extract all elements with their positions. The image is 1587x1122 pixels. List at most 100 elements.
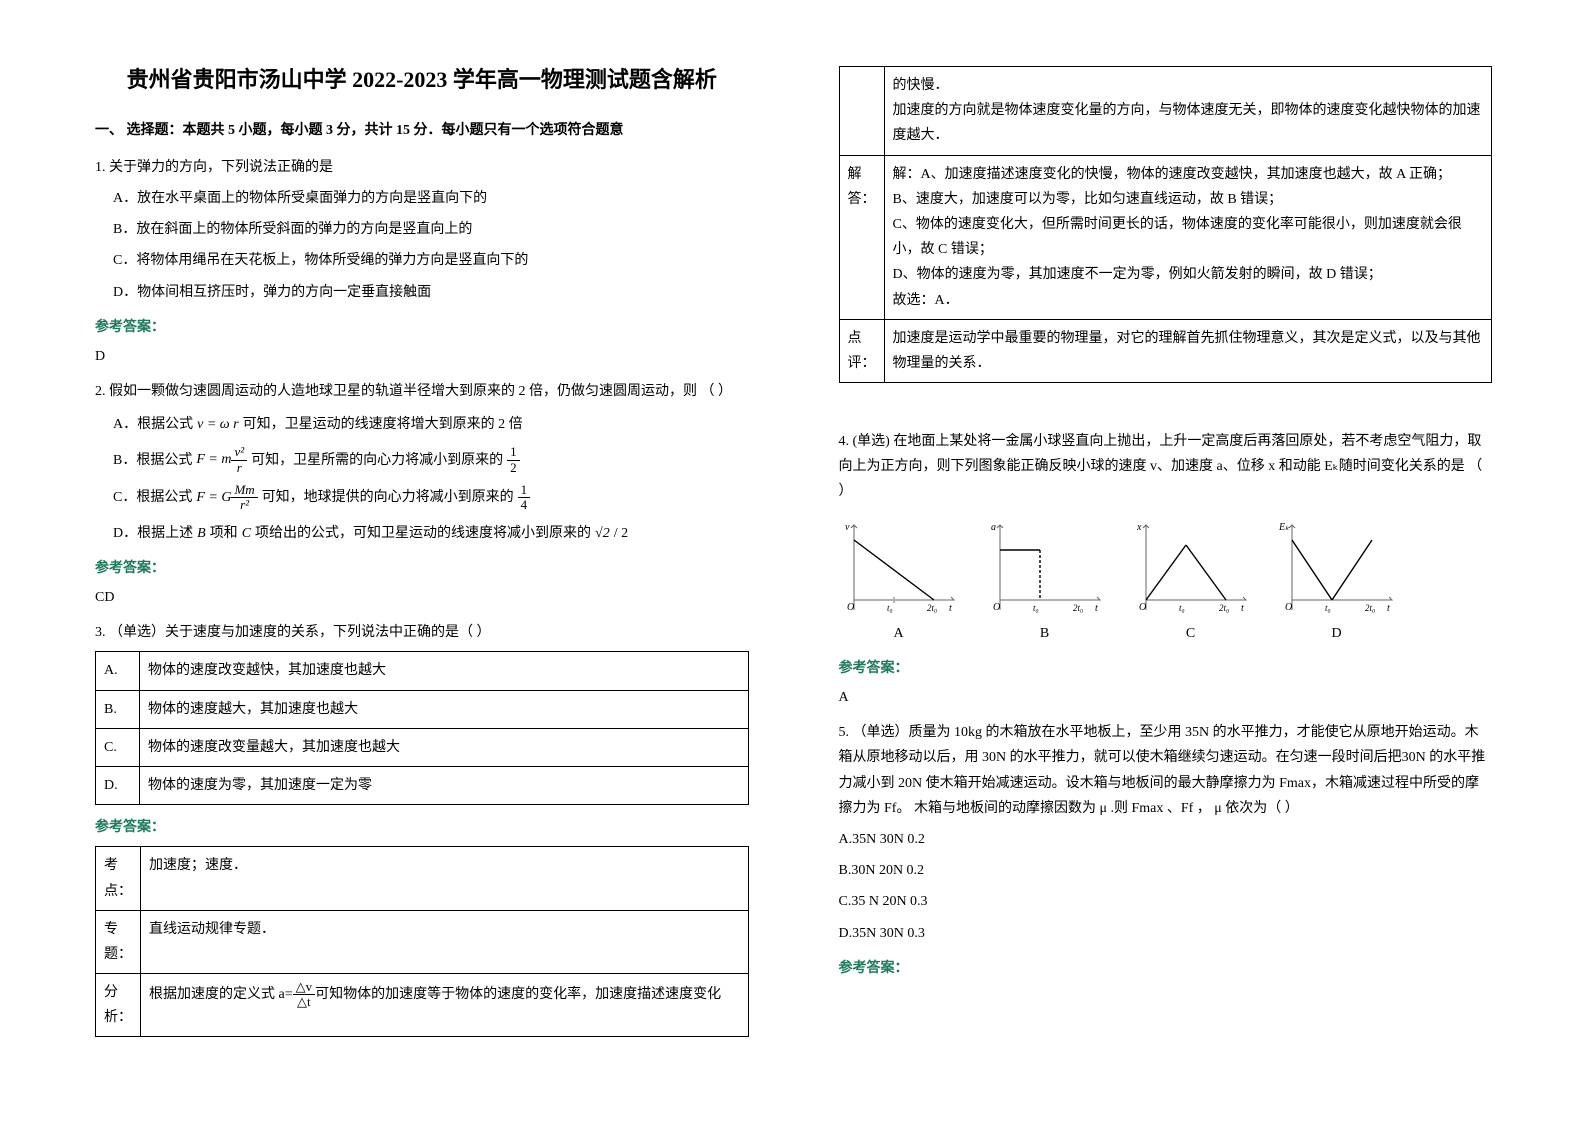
cell-text: 解：A、加速度描述速度变化的快慢，物体的速度改变越快，其加速度也越大，故 A 正…	[884, 155, 1492, 319]
cell-text: 的快慢． 加速度的方向就是物体速度变化量的方向，与物体速度无关，即物体的速度变化…	[884, 67, 1492, 156]
q3-options-table: A.物体的速度改变越快，其加速度也越大 B.物体的速度越大，其加速度也越大 C.…	[95, 651, 749, 805]
q2d-tail: / 2	[614, 521, 628, 546]
fraction-quarter: 14	[518, 483, 531, 513]
q2-opt-c: C．根据公式 F = GMmr² 可知，地球提供的向心力将减小到原来的 14	[113, 483, 749, 513]
svg-text:t: t	[949, 603, 952, 614]
section-header: 一、 选择题：本题共 5 小题，每小题 3 分，共计 15 分．每小题只有一个选…	[95, 118, 749, 143]
q2b-post: 可知，卫星所需的向心力将减小到原来的	[251, 448, 503, 473]
q1-answer-label: 参考答案：	[95, 315, 749, 340]
line: 的快慢．	[893, 73, 1484, 98]
q1-opt-a: A．放在水平桌面上的物体所受桌面弹力的方向是竖直向下的	[113, 186, 749, 211]
formula-f-mv2r: F = mv²r	[196, 445, 247, 475]
chart-v-t: v t O t₀ 2t₀	[839, 515, 959, 615]
q1-opt-c: C．将物体用绳吊在天花板上，物体所受绳的弹力方向是竖直向下的	[113, 248, 749, 273]
cell-text: 物体的速度为零，其加速度一定为零	[140, 766, 749, 804]
var-c: C	[242, 521, 251, 546]
cell-label: 解答：	[839, 155, 884, 319]
analysis-pre: 根据加速度的定义式 a=	[149, 987, 293, 1002]
q2c-pre: C．根据公式	[113, 485, 192, 510]
sqrt2: √2	[595, 521, 610, 546]
q5-opt-b: B.30N 20N 0.2	[839, 858, 1493, 883]
svg-text:t: t	[1387, 603, 1390, 614]
line: D、物体的速度为零，其加速度不一定为零，例如火箭发射的瞬间，故 D 错误；	[893, 262, 1484, 287]
table-row: 分析： 根据加速度的定义式 a=△v△t可知物体的加速度等于物体的速度的变化率，…	[96, 974, 749, 1037]
q2-stem: 2. 假如一颗做匀速圆周运动的人造地球卫星的轨道半径增大到原来的 2 倍，仍做匀…	[95, 379, 749, 404]
table-row: 专题：直线运动规律专题．	[96, 910, 749, 973]
svg-text:a: a	[991, 522, 996, 533]
q2a-post: 可知，卫星运动的线速度将增大到原来的 2 倍	[243, 412, 523, 437]
q5-stem: 5. （单选）质量为 10kg 的木箱放在水平地板上，至少用 35N 的水平推力…	[839, 720, 1493, 821]
q4-stem: 4. (单选) 在地面上某处将一金属小球竖直向上抛出，上升一定高度后再落回原处，…	[839, 429, 1493, 505]
q3-continuation-table: 的快慢． 加速度的方向就是物体速度变化量的方向，与物体速度无关，即物体的速度变化…	[839, 66, 1493, 383]
svg-text:x: x	[1136, 522, 1142, 533]
cell-text: 物体的速度改变越快，其加速度也越大	[140, 652, 749, 690]
table-row: A.物体的速度改变越快，其加速度也越大	[96, 652, 749, 690]
table-row: 点评： 加速度是运动学中最重要的物理量，对它的理解首先抓住物理意义，其次是定义式…	[839, 319, 1492, 382]
svg-text:t₀: t₀	[1325, 603, 1331, 613]
cell-text: 加速度；速度．	[141, 847, 749, 910]
svg-text:2t₀: 2t₀	[1219, 603, 1229, 613]
table-row: 考点：加速度；速度．	[96, 847, 749, 910]
fraction-half: 12	[507, 445, 520, 475]
chart-x-t: x t O t₀ 2t₀	[1131, 515, 1251, 615]
q2-opt-a: A．根据公式 v = ω r 可知，卫星运动的线速度将增大到原来的 2 倍	[113, 412, 749, 437]
chart-label: C	[1131, 621, 1251, 646]
svg-text:O: O	[1285, 602, 1292, 613]
chart-ek-t: Eₖ t O t₀ 2t₀	[1277, 515, 1397, 615]
chart-label: B	[985, 621, 1105, 646]
svg-text:2t₀: 2t₀	[927, 603, 937, 613]
q1-opt-b: B．放在斜面上的物体所受斜面的弹力的方向是竖直向上的	[113, 217, 749, 242]
svg-text:v: v	[845, 522, 850, 533]
cell-text: 根据加速度的定义式 a=△v△t可知物体的加速度等于物体的速度的变化率，加速度描…	[141, 974, 749, 1037]
cell-label: 考点：	[96, 847, 141, 910]
formula-f-gmm: F = GMmr²	[196, 483, 257, 513]
svg-text:t₀: t₀	[1179, 603, 1185, 613]
cell-label: A.	[96, 652, 140, 690]
cell-label	[839, 67, 884, 156]
q4-answer-label: 参考答案：	[839, 656, 1493, 681]
line: C、物体的速度变化大，但所需时间更长的话，物体速度的变化率可能很小，则加速度就会…	[893, 212, 1484, 262]
q2-answer: CD	[95, 585, 749, 610]
line: 故选：A．	[893, 288, 1484, 313]
chart-a-t: a t O t₀ 2t₀	[985, 515, 1105, 615]
page-title: 贵州省贵阳市汤山中学 2022-2023 学年高一物理测试题含解析	[95, 60, 749, 100]
q4-answer: A	[839, 685, 1493, 710]
q1-answer: D	[95, 344, 749, 369]
cell-label: 点评：	[839, 319, 884, 382]
q2b-pre: B．根据公式	[113, 448, 192, 473]
svg-text:t₀: t₀	[887, 603, 893, 613]
svg-text:O: O	[847, 602, 854, 613]
var-b: B	[197, 521, 206, 546]
line: B、速度大，加速度可以为零，比如匀速直线运动，故 B 错误；	[893, 187, 1484, 212]
table-row: D.物体的速度为零，其加速度一定为零	[96, 766, 749, 804]
fraction-dv-dt: △v△t	[293, 980, 316, 1010]
q3-answer-label: 参考答案：	[95, 815, 749, 840]
svg-text:Eₖ: Eₖ	[1278, 522, 1290, 533]
q4-chart-labels: A B C D	[839, 621, 1493, 646]
table-row: C.物体的速度改变量越大，其加速度也越大	[96, 728, 749, 766]
q2-opt-b: B．根据公式 F = mv²r 可知，卫星所需的向心力将减小到原来的 12	[113, 445, 749, 475]
cell-text: 加速度是运动学中最重要的物理量，对它的理解首先抓住物理意义，其次是定义式，以及与…	[884, 319, 1492, 382]
line: 解：A、加速度描述速度变化的快慢，物体的速度改变越快，其加速度也越大，故 A 正…	[893, 162, 1484, 187]
chart-label: D	[1277, 621, 1397, 646]
svg-text:t: t	[1095, 603, 1098, 614]
cell-text: 物体的速度改变量越大，其加速度也越大	[140, 728, 749, 766]
cell-label: 专题：	[96, 910, 141, 973]
chart-label: A	[839, 621, 959, 646]
table-row: 的快慢． 加速度的方向就是物体速度变化量的方向，与物体速度无关，即物体的速度变化…	[839, 67, 1492, 156]
formula-v-eq-wr: v = ω r	[197, 412, 239, 437]
q2d-pre: D．根据上述	[113, 521, 193, 546]
svg-text:O: O	[993, 602, 1000, 613]
svg-text:t₀: t₀	[1033, 603, 1039, 613]
line: 加速度的方向就是物体速度变化量的方向，与物体速度无关，即物体的速度变化越快物体的…	[893, 98, 1484, 148]
table-row: B.物体的速度越大，其加速度也越大	[96, 690, 749, 728]
q2d-post: 项给出的公式，可知卫星运动的线速度将减小到原来的	[255, 521, 591, 546]
svg-text:t: t	[1241, 603, 1244, 614]
cell-label: D.	[96, 766, 140, 804]
q2c-post: 可知，地球提供的向心力将减小到原来的	[262, 485, 514, 510]
q1-opt-d: D．物体间相互挤压时，弹力的方向一定垂直接触面	[113, 280, 749, 305]
analysis-post: 可知物体的加速度等于物体的速度的变化率，加速度描述速度变化	[315, 987, 721, 1002]
svg-text:O: O	[1139, 602, 1146, 613]
svg-text:2t₀: 2t₀	[1073, 603, 1083, 613]
q3-analysis-table: 考点：加速度；速度． 专题：直线运动规律专题． 分析： 根据加速度的定义式 a=…	[95, 846, 749, 1037]
